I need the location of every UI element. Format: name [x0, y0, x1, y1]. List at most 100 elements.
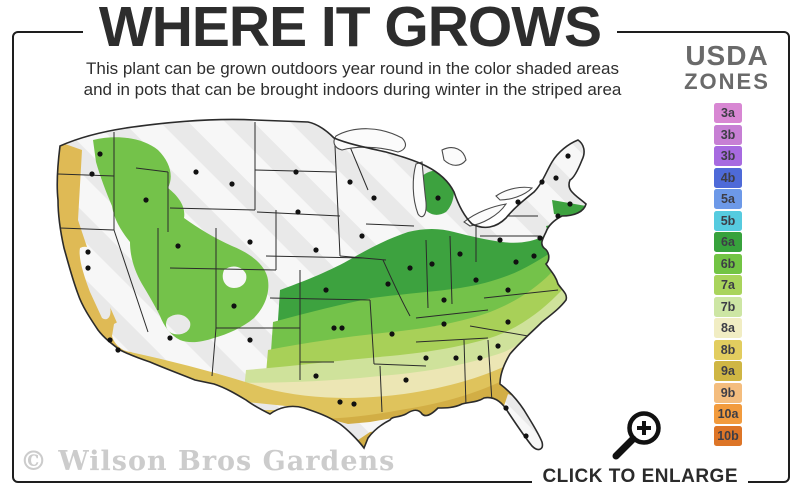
- arizona-striped-patch: [166, 314, 191, 335]
- city-dot: [477, 355, 483, 361]
- city-dots: [85, 151, 573, 439]
- city-dot: [143, 197, 149, 203]
- zone-chip-3a: 3a: [714, 103, 742, 123]
- map-fill-layers: [57, 119, 587, 450]
- city-dot: [403, 377, 409, 383]
- city-dot: [231, 303, 237, 309]
- city-dot: [247, 337, 253, 343]
- click-to-enlarge-button[interactable]: CLICK TO ENLARGE: [532, 466, 748, 488]
- city-dot: [85, 249, 91, 255]
- zone-chip-9b: 9b: [714, 382, 742, 403]
- usa-outline: [56, 118, 587, 451]
- city-dot: [407, 265, 413, 271]
- city-dot: [339, 325, 345, 331]
- zone-chip-5a: 5a: [714, 189, 742, 209]
- city-dot: [385, 281, 391, 287]
- zone-chip-7b: 7b: [714, 296, 742, 317]
- zone-chip-5b: 5b: [714, 210, 742, 231]
- city-dot: [523, 433, 529, 439]
- zone-chip-3b: 3b: [714, 146, 742, 166]
- zone-chip-7a: 7a: [714, 275, 742, 295]
- city-dot: [497, 237, 503, 243]
- rockies-striped-patch: [222, 266, 247, 288]
- zone-chip-8a: 8a: [714, 318, 742, 338]
- city-dot: [371, 195, 377, 201]
- legend-title-usda: USDA: [685, 40, 769, 71]
- city-dot: [293, 169, 299, 175]
- city-dot: [247, 239, 253, 245]
- city-dot: [531, 253, 537, 259]
- city-dot: [389, 331, 395, 337]
- lake-erie: [463, 203, 508, 227]
- city-dot: [337, 399, 343, 405]
- west-coast-tan-region: [57, 138, 138, 362]
- city-dot: [313, 247, 319, 253]
- city-dot: [505, 319, 511, 325]
- city-dot: [97, 151, 103, 157]
- city-dot: [441, 297, 447, 303]
- city-dot: [351, 401, 357, 407]
- subtitle: This plant can be grown outdoors year ro…: [0, 58, 705, 100]
- subtitle-line-2: and in pots that can be brought indoors …: [83, 80, 622, 99]
- city-dot: [331, 325, 337, 331]
- city-dot: [453, 355, 459, 361]
- city-dot: [473, 277, 479, 283]
- city-dot: [167, 335, 173, 341]
- zone-chip-4b: 4b: [714, 167, 742, 188]
- magnifier-plus-icon[interactable]: [606, 406, 668, 468]
- page-title: WHERE IT GROWS: [82, 0, 618, 60]
- zone-chip-10b: 10b: [714, 425, 742, 446]
- city-dot: [107, 337, 113, 343]
- city-dot: [565, 153, 571, 159]
- great-lakes: [333, 128, 534, 227]
- city-dot: [555, 213, 561, 219]
- city-dot: [553, 175, 559, 181]
- city-dot: [115, 347, 121, 353]
- city-dot: [313, 373, 319, 379]
- watermark: © Wilson Bros Gardens: [20, 446, 396, 477]
- city-dot: [429, 261, 435, 267]
- lake-michigan: [412, 161, 427, 218]
- usda-zone-legend: 3a 3b 3b 4b 5a 5b 6a 6b 7a 7b 8a 8b 9a 9b 10a 10b: [714, 103, 742, 447]
- city-dot: [423, 355, 429, 361]
- city-dot: [457, 251, 463, 257]
- legend-title: USDA ZONES: [668, 42, 786, 94]
- city-dot: [505, 287, 511, 293]
- city-dot: [495, 343, 501, 349]
- city-dot: [359, 233, 365, 239]
- desert-striped-patch: [112, 320, 143, 352]
- city-dot: [441, 321, 447, 327]
- city-dot: [537, 235, 543, 241]
- mountain-west-green-region: [93, 137, 269, 343]
- city-dot: [323, 287, 329, 293]
- lake-superior: [333, 128, 407, 153]
- central-valley-striped-patch: [79, 246, 111, 320]
- michigan-green-patch: [419, 170, 454, 215]
- city-dot: [539, 179, 545, 185]
- city-dot: [85, 265, 91, 271]
- city-dot: [347, 179, 353, 185]
- city-dot: [229, 181, 235, 187]
- zone-chip-9a: 9a: [714, 361, 742, 381]
- city-dot: [513, 259, 519, 265]
- city-dot: [295, 209, 301, 215]
- city-dot: [89, 171, 95, 177]
- subtitle-line-1: This plant can be grown outdoors year ro…: [86, 59, 619, 78]
- lake-huron: [441, 147, 467, 166]
- usa-hardiness-map[interactable]: [18, 110, 666, 468]
- zone-chip-3b: 3b: [714, 124, 742, 145]
- city-dot: [567, 201, 573, 207]
- city-dot: [515, 199, 521, 205]
- lake-ontario: [495, 186, 534, 201]
- city-dot: [435, 195, 441, 201]
- city-dot: [503, 405, 509, 411]
- legend-title-zones: ZONES: [684, 69, 770, 94]
- city-dot: [175, 243, 181, 249]
- usa-map-svg: [56, 118, 587, 451]
- zone-chip-6b: 6b: [714, 253, 742, 274]
- city-dot: [193, 169, 199, 175]
- zone-chip-10a: 10a: [714, 404, 742, 424]
- zone-chip-6a: 6a: [714, 232, 742, 252]
- zone-chip-8b: 8b: [714, 339, 742, 360]
- south-florida-striped-patch: [504, 394, 548, 450]
